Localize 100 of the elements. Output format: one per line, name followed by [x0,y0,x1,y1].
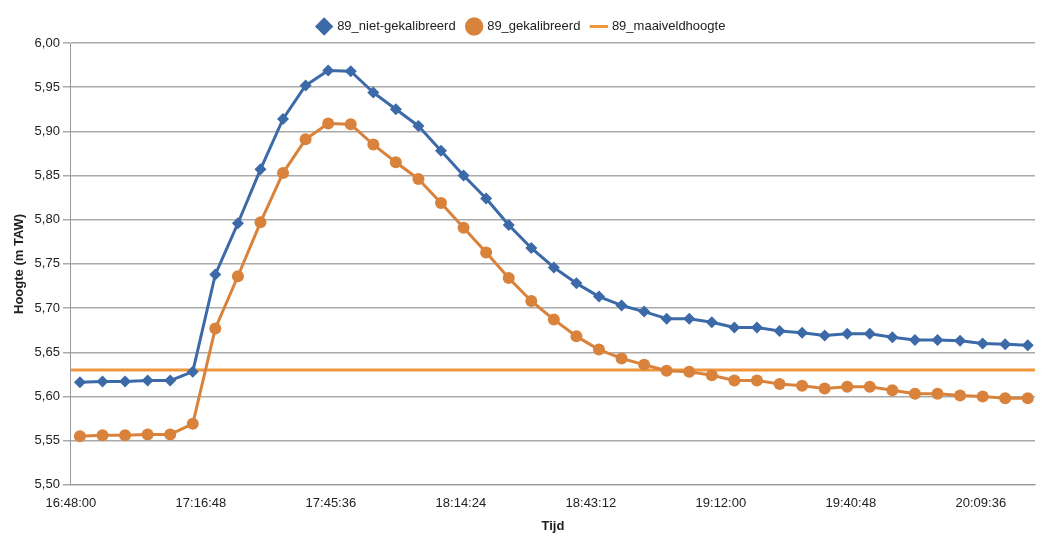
point [773,378,786,391]
point [660,364,673,377]
point [547,261,560,274]
point [525,295,538,308]
point [186,365,199,378]
point [570,330,583,343]
point [412,173,425,186]
y-tick-label: 5,85 [34,167,60,183]
y-tick-label: 5,95 [34,78,60,94]
point [412,120,425,133]
point [796,326,809,339]
y-tick-label: 5,65 [34,343,60,359]
point [592,343,605,356]
point [254,163,267,176]
point [141,428,154,441]
point [164,428,177,441]
point [705,369,718,382]
point [660,312,673,325]
point [886,384,899,397]
x-tick-label: 17:45:36 [305,495,357,511]
point [209,268,222,281]
point [705,316,718,329]
x-tick-label: 18:43:12 [565,495,617,511]
x-tick-label: 20:09:36 [955,495,1007,511]
point [683,312,696,325]
point [231,270,244,283]
point [886,331,899,344]
point [976,390,989,403]
point [999,392,1012,405]
point [277,166,290,179]
y-axis-title: Hoogte (m TAW) [11,213,27,314]
x-tick-label: 19:40:48 [825,495,877,511]
point [1021,339,1034,352]
point [525,242,538,254]
x-tick-label: 17:16:48 [175,495,227,511]
point [344,118,357,131]
x-tick-label: 19:12:00 [695,495,747,511]
point [773,325,786,338]
point [502,272,515,285]
point [638,305,651,318]
point [480,246,493,259]
legend-label: 89_maaiveldhoogte [611,18,726,34]
point [683,365,696,378]
x-tick-label: 18:14:24 [435,495,487,511]
point [615,299,628,312]
point [344,65,357,78]
point [615,352,628,365]
point [119,429,132,442]
point [818,329,831,342]
point [299,133,312,146]
point [277,112,290,125]
point [73,376,86,389]
point [164,374,177,387]
point [908,387,921,400]
point [547,313,560,326]
point [457,221,470,234]
point [435,144,448,157]
point [728,374,741,387]
y-tick-label: 5,75 [34,255,60,271]
point [954,334,967,347]
point [73,430,86,443]
x-tick-label: 16:48:00 [45,495,97,511]
point [638,358,651,371]
point [863,380,876,393]
point [209,322,222,335]
point [954,389,967,402]
legend-label: 89_gekalibreerd [487,18,581,34]
point [254,216,267,229]
point [480,192,493,205]
point [457,169,470,182]
point [322,64,335,77]
y-tick-label: 6,00 [34,34,60,50]
point [502,219,515,232]
y-tick-label: 5,80 [34,211,60,227]
y-tick-label: 5,70 [34,299,60,315]
point [186,417,199,430]
point [796,379,809,392]
point [367,86,380,99]
point [1021,392,1034,405]
point [908,333,921,346]
point [435,196,448,209]
point [841,380,854,393]
y-tick-label: 5,60 [34,388,60,404]
point [931,333,944,346]
point [299,79,312,92]
point [841,327,854,340]
point [367,138,380,151]
point [389,156,402,169]
point [119,375,132,388]
point [96,429,109,442]
point [389,103,402,116]
point [570,277,583,290]
point [976,337,989,350]
point [931,387,944,400]
legend-label: 89_niet-gekalibreerd [337,18,456,34]
y-tick-label: 5,90 [34,122,60,138]
y-tick-label: 5,55 [34,432,60,448]
x-axis-title: Tijd [541,517,565,533]
point [322,117,335,130]
point [750,374,763,387]
